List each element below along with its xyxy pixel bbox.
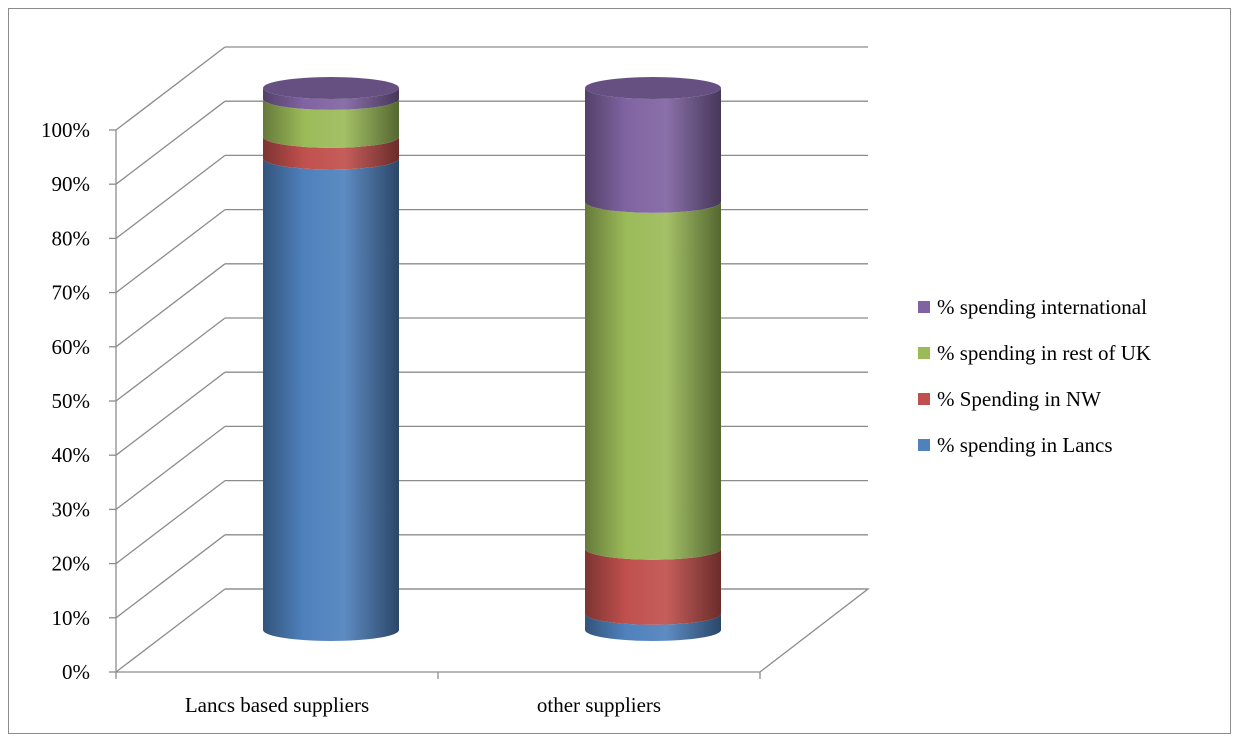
y-tick-label: 20% (52, 552, 91, 576)
y-tick-label: 40% (52, 443, 91, 467)
bar-top-cap (263, 77, 399, 99)
legend-item: % spending international (918, 295, 1147, 319)
side-gridline (115, 46, 226, 131)
side-gridline (115, 371, 226, 456)
legend-swatch (918, 439, 930, 451)
y-tick-label: 10% (52, 606, 91, 630)
legend-label: % Spending in NW (937, 387, 1101, 411)
bar-top-cap (585, 77, 721, 99)
legend-label: % spending in Lancs (937, 433, 1113, 457)
bar-segment (585, 88, 721, 213)
y-tick-label: 30% (52, 497, 91, 521)
y-tick-label: 70% (52, 281, 91, 305)
legend-item: % spending in rest of UK (918, 341, 1151, 365)
legend-item: % spending in Lancs (918, 433, 1113, 457)
side-gridline (115, 154, 226, 239)
y-tick-label: 50% (52, 389, 91, 413)
legend-label: % spending in rest of UK (937, 341, 1151, 365)
side-gridline (115, 317, 226, 402)
bar-segment (263, 88, 399, 110)
cylinder-bar (585, 77, 721, 641)
side-gridline (115, 209, 226, 294)
side-gridline (115, 263, 226, 348)
floor-outline (116, 588, 870, 673)
legend-item: % Spending in NW (918, 387, 1101, 411)
x-category-label: other suppliers (537, 693, 661, 717)
bar-segment (263, 158, 399, 641)
y-tick-label: 60% (52, 335, 91, 359)
y-tick-label: 100% (41, 118, 90, 142)
bar-segment (263, 136, 399, 170)
bar-segment (585, 613, 721, 641)
x-category-label: Lancs based suppliers (185, 693, 369, 717)
legend-swatch (918, 347, 930, 359)
chart-walls (115, 46, 870, 673)
side-gridline (115, 534, 226, 619)
legend-label: % spending international (937, 295, 1147, 319)
y-tick-label: 0% (62, 660, 90, 684)
y-tick-label: 80% (52, 226, 91, 250)
bar-segment (263, 98, 399, 148)
side-gridline (115, 480, 226, 565)
side-gridline (115, 425, 226, 510)
side-gridline (115, 100, 226, 185)
legend: % spending international % spending in re… (918, 295, 1151, 457)
cylinder-bar (263, 77, 399, 641)
chart-frame (8, 8, 1231, 734)
legend-swatch (918, 393, 930, 405)
bars (263, 77, 721, 641)
bar-segment (585, 201, 721, 560)
y-tick-label: 90% (52, 172, 91, 196)
bar-segment (585, 548, 721, 625)
y-axis-ticks: 0% 10% 20% 30% 40% 50% 60% 70% 80% 90% 100% (41, 118, 116, 684)
side-gridline (115, 588, 226, 673)
legend-swatch (918, 301, 930, 313)
x-axis: Lancs based suppliers other suppliers (115, 672, 761, 717)
